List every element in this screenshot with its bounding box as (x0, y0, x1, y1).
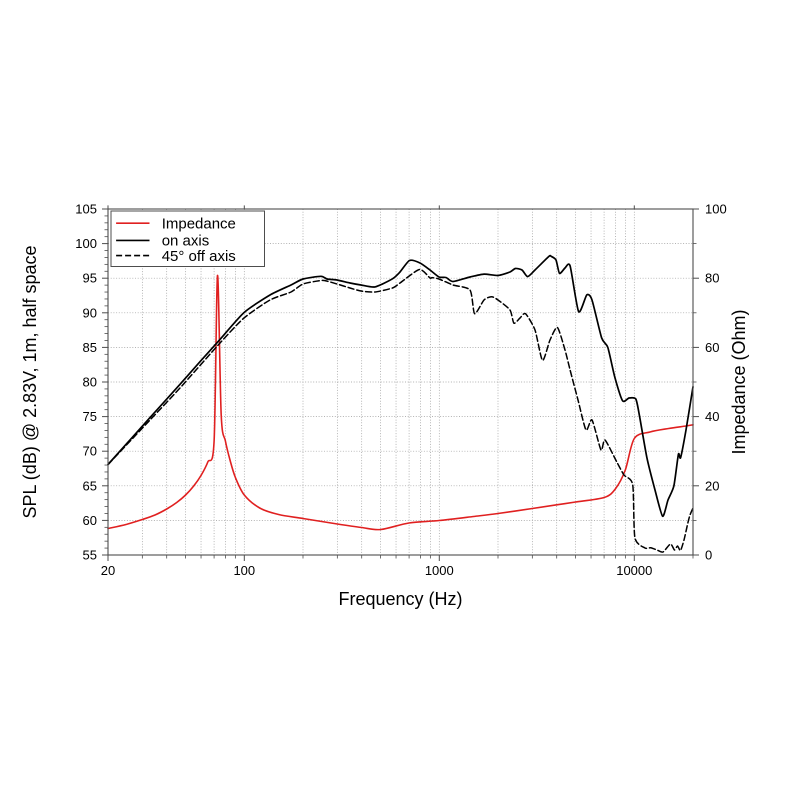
svg-text:70: 70 (83, 444, 97, 459)
svg-text:85: 85 (83, 340, 97, 355)
svg-text:Frequency (Hz): Frequency (Hz) (338, 589, 462, 609)
svg-text:Impedance: Impedance (162, 215, 236, 232)
svg-text:105: 105 (75, 202, 97, 217)
svg-text:65: 65 (83, 478, 97, 493)
svg-text:100: 100 (233, 563, 255, 578)
svg-text:20: 20 (705, 478, 719, 493)
svg-text:10000: 10000 (616, 563, 652, 578)
svg-text:20: 20 (101, 563, 115, 578)
svg-text:100: 100 (75, 236, 97, 251)
svg-text:60: 60 (705, 340, 719, 355)
svg-text:Impedance (Ohm): Impedance (Ohm) (729, 309, 749, 454)
svg-text:60: 60 (83, 513, 97, 528)
svg-text:45° off axis: 45° off axis (162, 248, 236, 265)
svg-text:80: 80 (83, 375, 97, 390)
svg-text:75: 75 (83, 409, 97, 424)
svg-text:SPL (dB) @ 2.83V, 1m, half spa: SPL (dB) @ 2.83V, 1m, half space (20, 245, 40, 518)
svg-text:80: 80 (705, 271, 719, 286)
svg-text:90: 90 (83, 305, 97, 320)
svg-text:55: 55 (83, 548, 97, 563)
svg-text:0: 0 (705, 548, 712, 563)
svg-text:40: 40 (705, 409, 719, 424)
svg-text:100: 100 (705, 202, 727, 217)
svg-text:95: 95 (83, 271, 97, 286)
svg-text:1000: 1000 (425, 563, 454, 578)
